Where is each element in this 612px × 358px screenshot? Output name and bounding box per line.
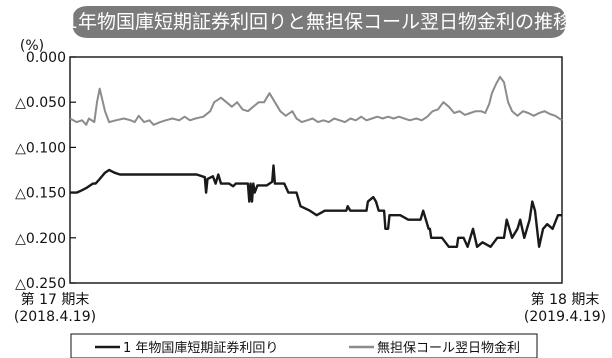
y-tick-label-3: △0.150	[15, 186, 66, 202]
x-axis-labels: 第 17 期末 (2018.4.19) 第 18 期末 (2019.4.19)	[14, 291, 606, 325]
y-tick-label-1: △0.050	[15, 95, 66, 111]
y-tick-label-0: 0.000	[26, 50, 66, 66]
series-line-tb-yield	[70, 164, 562, 249]
x-start-label-line2: (2018.4.19)	[14, 309, 96, 325]
legend-label-tb-yield: 1 年物国庫短期証券利回り	[123, 340, 278, 356]
chart-title: 1年物国庫短期証券利回りと無担保コール翌日物金利の推移	[66, 11, 572, 33]
x-end-label-line1: 第 18 期末	[531, 291, 600, 308]
x-start-label-line1: 第 17 期末	[21, 291, 90, 308]
y-tick-label-5: △0.250	[15, 276, 66, 292]
y-axis-ticks: 0.000 △0.050 △0.100 △0.150 △0.200 △0.250	[15, 50, 76, 292]
title-banner-shape	[72, 6, 566, 38]
y-axis-unit: (%)	[20, 38, 44, 54]
x-end-label-line2: (2019.4.19)	[524, 309, 606, 325]
series-line-call-rate	[69, 75, 563, 126]
y-tick-label-2: △0.100	[15, 140, 66, 156]
chart-legend: 1 年物国庫短期証券利回り 無担保コール翌日物金利	[70, 333, 538, 358]
y-tick-label-4: △0.200	[15, 231, 66, 247]
plot-area-frame	[69, 56, 563, 284]
legend-label-call-rate: 無担保コール翌日物金利	[377, 340, 520, 356]
chart-title-banner: 1年物国庫短期証券利回りと無担保コール翌日物金利の推移	[66, 6, 572, 38]
series-lines	[69, 75, 563, 249]
legend-box	[70, 333, 538, 358]
